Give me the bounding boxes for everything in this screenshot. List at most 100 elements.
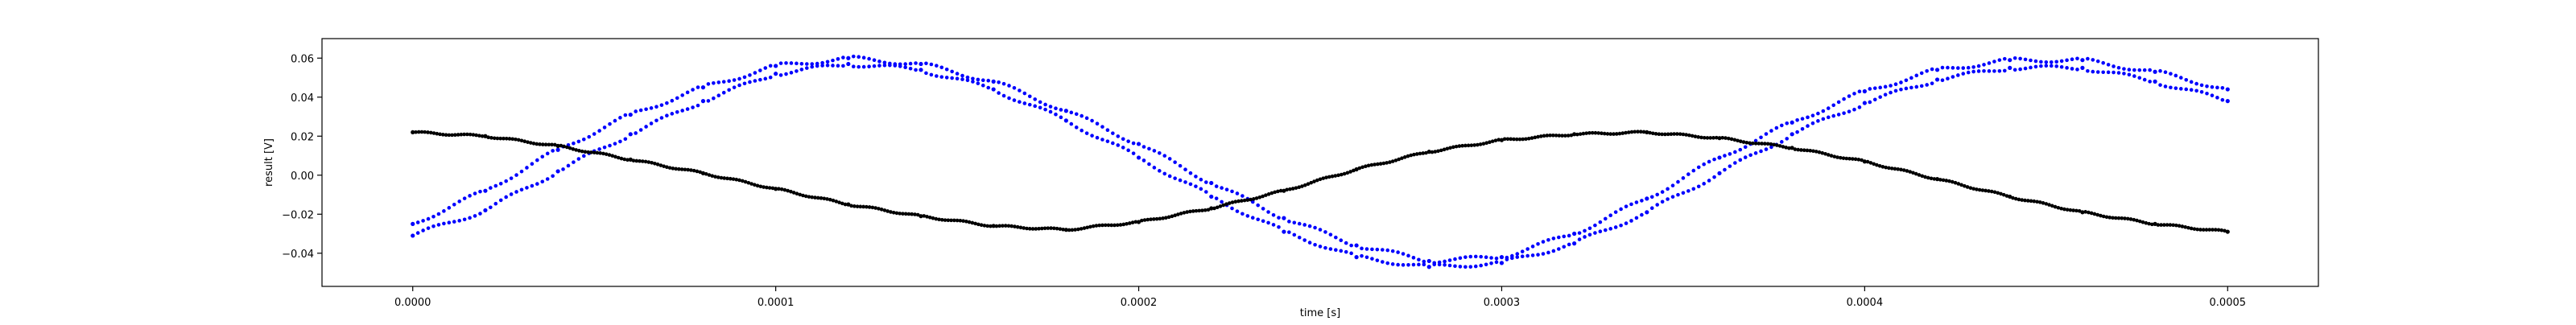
data-point-interp — [580, 149, 584, 154]
data-point-interp — [949, 218, 953, 223]
data-point-interp — [1447, 263, 1452, 268]
data-point-interp — [1161, 216, 1165, 220]
data-point-interp — [789, 71, 794, 75]
data-point-interp — [2041, 201, 2046, 205]
data-point-interp — [877, 60, 881, 64]
data-point-interp — [1666, 187, 1670, 191]
data-point — [1282, 216, 1286, 220]
data-point-interp — [2013, 56, 2017, 60]
data-point-interp — [852, 204, 857, 208]
data-point-interp — [568, 146, 572, 150]
data-point-interp — [1975, 187, 1979, 191]
data-point-interp — [659, 116, 664, 120]
data-point-interp — [1884, 165, 1888, 170]
data-point-interp — [2065, 58, 2069, 63]
data-point-interp — [943, 218, 947, 222]
data-point-interp — [1469, 143, 1474, 147]
data-point-interp — [976, 81, 980, 85]
data-point-interp — [1294, 186, 1298, 190]
data-point-interp — [994, 224, 999, 228]
data-point-interp — [1712, 175, 1716, 179]
data-point-interp — [634, 131, 638, 135]
data-point-interp — [1481, 142, 1486, 146]
data-point-interp — [2044, 64, 2049, 68]
data-point-interp — [545, 177, 550, 181]
data-point-interp — [1445, 146, 1450, 151]
data-point-interp — [1836, 100, 1841, 105]
data-point-interp — [1836, 113, 1841, 117]
data-point-interp — [1360, 165, 1364, 170]
data-point-interp — [1061, 228, 1065, 232]
data-point-interp — [1080, 128, 1084, 133]
data-point-interp — [1221, 203, 1226, 208]
data-point-interp — [1121, 222, 1126, 227]
data-point-interp — [1757, 142, 1761, 146]
data-point-interp — [531, 142, 536, 146]
data-point-interp — [545, 151, 550, 156]
data-point-interp — [2184, 77, 2189, 82]
series-layer — [411, 54, 2230, 269]
data-point-interp — [1430, 150, 1435, 154]
data-point-interp — [1676, 179, 1680, 184]
data-point-interp — [1241, 194, 1245, 198]
data-point-interp — [1839, 155, 1843, 160]
data-point-interp — [1847, 109, 1852, 113]
data-point — [1354, 255, 1359, 260]
data-point-interp — [1125, 221, 1129, 226]
data-point-interp — [946, 218, 951, 223]
data-point — [1499, 255, 1505, 260]
data-point-interp — [1987, 69, 1992, 73]
data-point-interp — [473, 214, 477, 218]
data-point-interp — [1141, 145, 1146, 149]
data-point-interp — [813, 195, 817, 200]
data-point-interp — [716, 80, 721, 84]
data-point-interp — [1194, 175, 1198, 179]
data-point-interp — [1173, 213, 1177, 217]
data-point-interp — [1256, 217, 1261, 222]
data-point-interp — [804, 66, 809, 70]
data-point — [700, 171, 706, 175]
data-point-interp — [2075, 68, 2079, 72]
data-point-interp — [1889, 167, 1894, 171]
data-point-interp — [1038, 100, 1042, 105]
data-point-interp — [1660, 200, 1665, 204]
data-point-interp — [1865, 159, 1870, 164]
data-point-interp — [886, 209, 890, 213]
data-point-interp — [1603, 228, 1608, 232]
data-point-interp — [646, 160, 651, 164]
data-point-interp — [914, 61, 918, 65]
data-point-interp — [1814, 150, 1818, 154]
data-point-interp — [1505, 255, 1509, 260]
data-point-interp — [1313, 225, 1317, 230]
data-point-interp — [1315, 178, 1319, 183]
data-point-interp — [1406, 262, 1410, 267]
data-point-interp — [493, 183, 498, 188]
data-point-interp — [1073, 228, 1077, 232]
data-point-interp — [801, 193, 805, 198]
data-point-interp — [940, 218, 944, 222]
data-point-interp — [1085, 225, 1089, 230]
data-point-interp — [1603, 216, 1608, 221]
data-point-interp — [1733, 161, 1737, 165]
data-point-interp — [696, 85, 700, 89]
data-point-interp — [784, 61, 788, 65]
data-point-interp — [1266, 192, 1271, 196]
data-point-interp — [414, 130, 418, 134]
data-point-interp — [1930, 81, 1934, 85]
data-point-interp — [604, 152, 609, 156]
data-point-interp — [1254, 196, 1259, 200]
data-point-interp — [1691, 187, 1696, 191]
data-point-interp — [732, 78, 737, 82]
data-point-interp — [675, 96, 679, 101]
data-point-interp — [906, 212, 911, 216]
data-point-interp — [719, 175, 724, 180]
data-point-interp — [586, 150, 590, 154]
data-point-interp — [1417, 257, 1421, 262]
data-point-interp — [825, 60, 830, 64]
data-point-interp — [2122, 67, 2126, 71]
data-point-interp — [786, 188, 790, 193]
data-point-interp — [2174, 86, 2178, 90]
data-point — [774, 187, 778, 191]
data-point-interp — [1844, 156, 1849, 161]
data-point-interp — [2195, 227, 2199, 232]
